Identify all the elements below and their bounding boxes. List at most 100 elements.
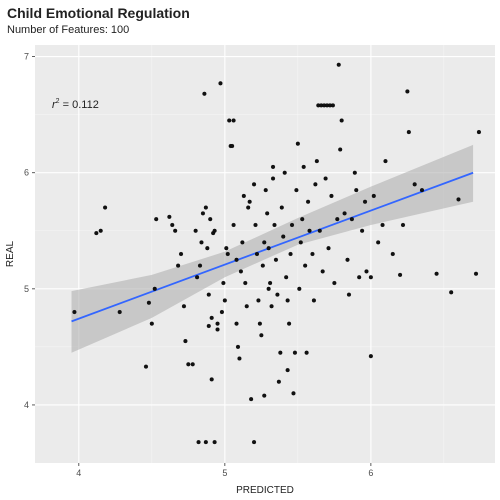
data-point [339,118,344,123]
data-point [376,240,381,245]
data-point [98,228,103,233]
data-point [371,193,376,198]
data-point [234,321,239,326]
x-tick-label: 5 [222,468,227,478]
data-point [406,130,411,135]
data-point [338,147,343,152]
data-point [241,193,246,198]
data-point [298,240,303,245]
chart-subtitle: Number of Features: 100 [7,24,130,36]
data-point [332,280,337,286]
data-point [360,228,365,233]
data-point [251,182,257,187]
data-point [295,141,300,146]
chart-title: Child Emotional Regulation [7,5,190,21]
data-point [270,164,276,169]
data-point [230,143,235,149]
fit-line [71,171,474,323]
data-point [240,240,245,245]
minor-grid [35,45,495,463]
data-point [412,182,417,187]
data-point [281,234,286,239]
y-axis-title: REAL [5,241,16,268]
data-point [368,275,373,280]
data-point [176,263,181,268]
data-point [336,62,341,67]
data-point [300,217,305,222]
data-point [222,298,227,303]
data-point [94,231,99,236]
data-point [200,211,205,216]
data-point [212,440,217,445]
data-point [196,440,201,445]
data-point [231,118,236,123]
x-axis: 4 5 6 [76,463,373,478]
data-point [476,130,481,135]
data-point [266,286,271,291]
data-point [383,159,388,164]
data-point [154,217,159,222]
data-point [212,228,217,233]
data-point [368,354,373,359]
data-point [209,377,214,382]
data-point [238,269,243,274]
data-point [225,251,230,257]
data-point [287,321,292,326]
y-tick-label: 7 [24,52,29,62]
data-point [352,170,357,175]
data-point [326,246,331,251]
data-point [279,205,284,210]
data-point [292,350,297,355]
x-axis-title: PREDICTED [236,485,294,496]
data-point [307,228,312,233]
data-point [380,222,385,228]
data-point [272,222,277,228]
data-point [419,188,425,193]
data-point [317,228,322,233]
data-point [254,251,260,257]
data-point [434,271,439,276]
data-point [285,298,290,303]
data-point [297,286,302,291]
data-point [260,263,265,268]
data-point [195,275,200,280]
data-point [262,240,267,245]
data-point [345,257,350,262]
data-point [266,246,271,251]
data-point [219,310,224,315]
data-point [400,222,406,228]
y-tick-label: 4 [24,400,29,410]
data-point [270,176,276,181]
data-point [234,257,239,262]
data-point [183,339,188,344]
data-point [257,321,262,326]
data-point [247,199,252,204]
data-point [178,251,184,257]
data-point [215,321,220,326]
r-symbol: r [52,99,57,111]
data-point [199,240,204,245]
data-point [206,292,211,297]
data-point [323,176,328,181]
data-point [265,211,270,216]
data-point [231,222,236,228]
data-point [303,263,308,268]
data-point [304,350,309,355]
data-point [244,304,249,309]
data-point [473,271,479,276]
data-point [202,91,207,96]
data-point [329,193,334,198]
data-point [215,327,220,332]
data-point [330,103,335,108]
r-superscript: 2 [56,98,60,105]
data-point [181,304,187,309]
data-point [313,182,318,187]
data-point [227,118,232,123]
data-point [149,321,154,326]
data-point [253,222,258,228]
data-point [143,364,149,369]
data-point [203,440,208,445]
data-point [306,199,311,204]
data-point [72,310,77,315]
